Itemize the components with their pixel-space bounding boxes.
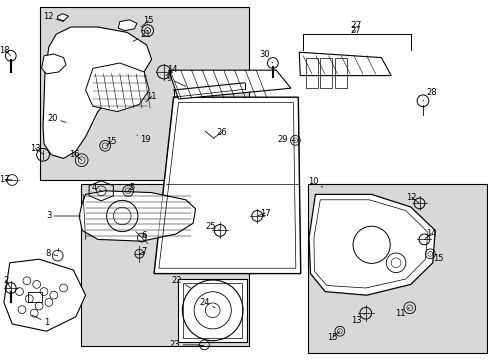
Bar bbox=[183, 283, 242, 338]
Text: 26: 26 bbox=[214, 128, 227, 138]
Text: 12: 12 bbox=[406, 193, 419, 203]
Text: 21: 21 bbox=[133, 30, 151, 41]
Text: 8: 8 bbox=[45, 249, 58, 258]
Polygon shape bbox=[85, 63, 149, 112]
Text: 9: 9 bbox=[166, 74, 185, 86]
Text: 14: 14 bbox=[424, 229, 436, 239]
Bar bbox=[320, 58, 332, 88]
Text: 27: 27 bbox=[349, 21, 361, 30]
Text: 11: 11 bbox=[145, 92, 157, 102]
Text: 2: 2 bbox=[3, 276, 11, 288]
Text: 18: 18 bbox=[0, 46, 11, 56]
Bar bbox=[305, 58, 317, 88]
Text: 15: 15 bbox=[429, 254, 443, 263]
Text: 4: 4 bbox=[91, 183, 101, 192]
Text: 29: 29 bbox=[277, 135, 295, 144]
Text: 13: 13 bbox=[350, 313, 365, 325]
Text: 17: 17 bbox=[0, 175, 12, 184]
Polygon shape bbox=[308, 194, 434, 295]
Polygon shape bbox=[79, 191, 195, 241]
Text: 30: 30 bbox=[259, 50, 272, 63]
Text: 27: 27 bbox=[350, 26, 361, 35]
Text: 10: 10 bbox=[307, 177, 322, 187]
Polygon shape bbox=[58, 14, 68, 21]
Text: 15: 15 bbox=[141, 16, 154, 27]
Text: 14: 14 bbox=[166, 65, 177, 76]
Polygon shape bbox=[154, 97, 300, 274]
Text: 6: 6 bbox=[142, 231, 146, 240]
Text: 12: 12 bbox=[42, 12, 63, 22]
Text: 28: 28 bbox=[422, 88, 436, 101]
Bar bbox=[334, 58, 346, 88]
Text: 24: 24 bbox=[199, 298, 215, 308]
Bar bbox=[307, 184, 486, 353]
Text: 7: 7 bbox=[139, 247, 146, 256]
Text: 1: 1 bbox=[32, 315, 49, 327]
Text: 20: 20 bbox=[47, 113, 66, 122]
Bar bbox=[40, 7, 249, 180]
Text: 13: 13 bbox=[30, 144, 43, 154]
Text: 19: 19 bbox=[137, 135, 151, 144]
Text: 22: 22 bbox=[171, 276, 190, 288]
Text: 3: 3 bbox=[46, 211, 81, 220]
Text: 25: 25 bbox=[204, 222, 220, 231]
Text: 16: 16 bbox=[69, 150, 81, 160]
Text: 15: 15 bbox=[106, 136, 117, 146]
Polygon shape bbox=[118, 20, 137, 31]
Polygon shape bbox=[41, 54, 66, 74]
Polygon shape bbox=[43, 27, 151, 158]
Text: 17: 17 bbox=[257, 208, 270, 217]
Polygon shape bbox=[4, 259, 85, 331]
Polygon shape bbox=[168, 70, 290, 99]
Text: 11: 11 bbox=[394, 308, 409, 318]
Text: 15: 15 bbox=[326, 331, 339, 342]
Bar bbox=[81, 184, 249, 346]
Text: 23: 23 bbox=[169, 341, 199, 349]
Polygon shape bbox=[299, 52, 390, 76]
Text: 5: 5 bbox=[128, 183, 134, 192]
Bar bbox=[178, 279, 246, 342]
